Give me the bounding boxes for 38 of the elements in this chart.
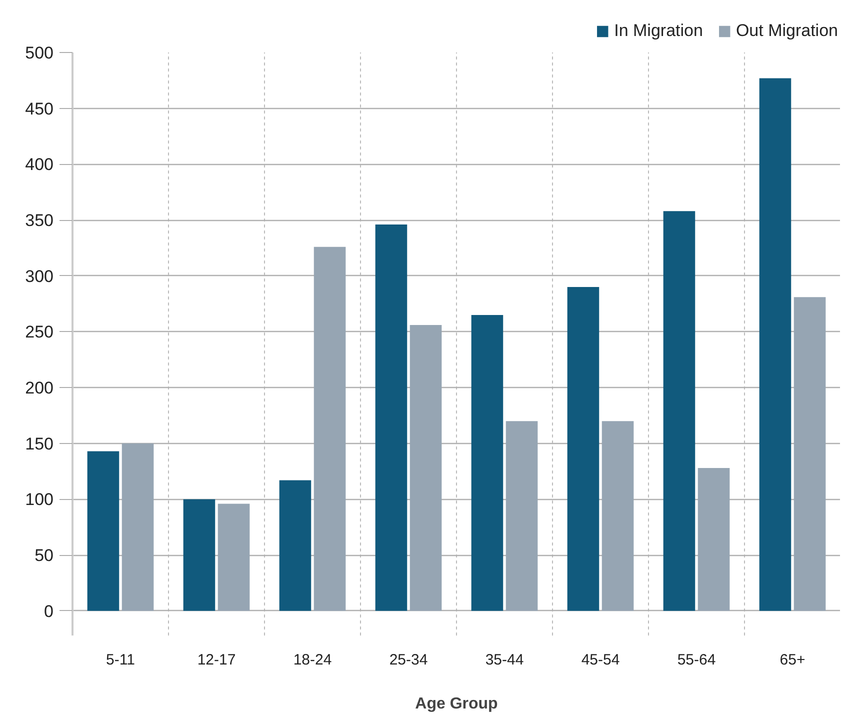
bar [375,224,408,611]
x-tick-label: 35-44 [485,652,524,668]
y-tick-label: 0 [44,602,54,621]
bar [314,246,346,611]
bar [410,325,442,611]
x-axis-title: Age Group [415,696,498,712]
y-tick-label: 50 [34,546,54,566]
y-tick-label: 400 [25,155,54,174]
bar [759,78,792,611]
y-tick-label: 500 [25,44,54,62]
y-tick-label: 250 [25,322,54,342]
y-tick-label: 200 [25,378,54,398]
x-tick-label: 18-24 [293,652,332,668]
bar [794,297,826,611]
bar [218,504,250,611]
x-tick-label: 25-34 [389,652,428,668]
y-tick-label: 100 [25,490,54,510]
x-tick-label: 5-11 [106,652,135,668]
bar [506,421,538,611]
bar [87,451,120,611]
bar [279,480,312,611]
x-tick-label: 12-17 [197,652,236,668]
x-tick-label: 55-64 [677,652,716,668]
y-tick-label: 300 [25,266,54,286]
legend-label: Out Migration [736,21,838,41]
bar [567,287,600,611]
x-tick-label: 45-54 [581,652,620,668]
y-tick-label: 150 [25,434,54,454]
y-tick-label: 450 [25,99,54,118]
bar [663,211,696,611]
bar [183,499,216,611]
bar [698,468,730,611]
y-tick-label: 350 [25,211,54,230]
bar [471,314,504,611]
bar [602,421,634,611]
bar [122,443,154,611]
legend-label: In Migration [614,21,703,41]
x-tick-label: 65+ [780,652,806,668]
